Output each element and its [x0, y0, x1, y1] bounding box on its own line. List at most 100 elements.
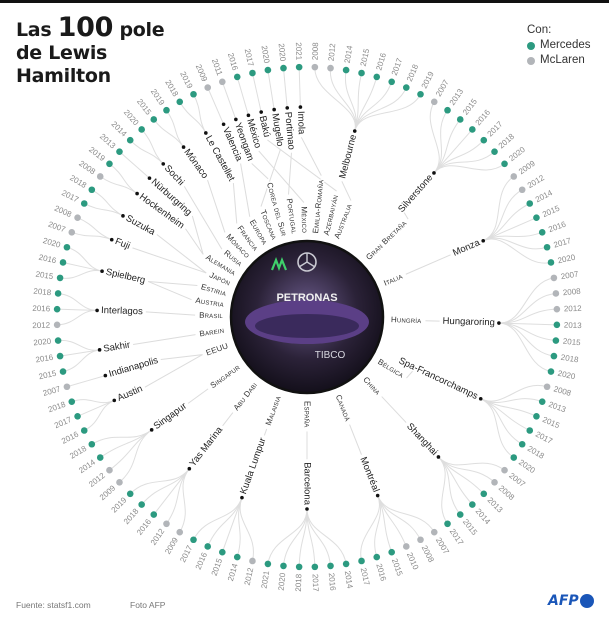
circuit-label: Indianapolis — [108, 355, 160, 380]
year-label: 2020 — [557, 253, 577, 266]
year-label: 2015 — [390, 557, 405, 577]
country-label: China — [361, 375, 382, 397]
year-label: 2014 — [343, 44, 355, 64]
pole-dot-mercedes — [163, 106, 170, 114]
pole-dot-mercedes — [491, 148, 498, 155]
year-label: 2015 — [38, 369, 58, 382]
pole-dot-mercedes — [204, 543, 212, 550]
country-label: Canadá — [334, 393, 353, 422]
year-label: 2010 — [405, 551, 421, 571]
year-label: 2014 — [474, 507, 493, 527]
branch-line — [66, 375, 106, 388]
year-label: 2013 — [547, 400, 567, 415]
year-label: 2017 — [53, 415, 73, 431]
pole-dot-mercedes — [190, 90, 197, 98]
pole-dot-mclaren — [74, 214, 81, 222]
year-label: 2013 — [486, 496, 505, 515]
year-label: 2012 — [32, 321, 51, 331]
branch-line — [153, 119, 184, 148]
country-link-line — [222, 412, 234, 427]
pole-dot-mercedes — [150, 116, 158, 123]
country-label: Gran Bretaña — [364, 219, 408, 262]
pole-dot-mercedes — [311, 563, 319, 571]
country-link-line — [207, 179, 226, 233]
branch-line — [166, 468, 190, 525]
helmet-photo: PETRONAS TIBCO — [231, 241, 383, 393]
year-label: 2014 — [534, 188, 554, 204]
country-link-line — [258, 150, 305, 203]
branch-line — [166, 109, 184, 148]
year-label: 2014 — [77, 457, 97, 475]
branch-line — [480, 398, 543, 403]
year-label: 2007 — [434, 78, 451, 98]
pole-dot-mercedes — [373, 553, 381, 561]
pole-dot-mclaren — [327, 64, 334, 72]
country-label: Barein — [199, 326, 225, 339]
pole-dot-mercedes — [533, 214, 540, 222]
pole-dot-mercedes — [56, 274, 64, 282]
year-label: 2008 — [553, 384, 573, 398]
pole-dot-mercedes — [190, 536, 197, 544]
pole-dot-mclaren — [63, 383, 71, 391]
circuit-label: Sakhir — [103, 340, 131, 355]
branch-line — [71, 231, 112, 241]
pole-dot-mclaren — [491, 479, 498, 486]
pole-dot-mercedes — [126, 136, 134, 144]
branch-line — [153, 468, 190, 515]
country-link-line — [160, 354, 203, 360]
pole-dot-mercedes — [59, 259, 67, 266]
country-label: Abu Dabi — [232, 381, 259, 413]
country-link-line — [288, 152, 292, 195]
branch-line — [429, 101, 440, 174]
pole-dot-mclaren — [249, 557, 256, 565]
page-title: Las 100 pole de Lewis Hamilton — [16, 14, 165, 88]
photo-ring — [229, 239, 385, 395]
country-label: Singapur — [209, 362, 242, 390]
branch-line — [59, 349, 100, 357]
year-label: 2017 — [178, 543, 194, 563]
country-label: Austria — [195, 296, 225, 309]
pole-dot-mercedes — [533, 412, 540, 420]
country-link-line — [349, 424, 362, 455]
pole-dot-mercedes — [547, 368, 555, 375]
year-label: 2018 — [294, 573, 304, 592]
branch-line — [306, 508, 347, 565]
country-label: España — [302, 401, 311, 427]
branch-line — [77, 217, 112, 241]
country-link-line — [300, 137, 322, 176]
branch-line — [84, 399, 115, 431]
circuit-node-dot — [285, 106, 290, 110]
pole-dot-mercedes — [68, 398, 76, 405]
country-label: Brasil — [199, 311, 223, 320]
circuit-node-dot — [240, 495, 244, 500]
pole-dot-mercedes — [469, 126, 476, 133]
pole-dot-mercedes — [373, 73, 381, 81]
circuit-label: Spielberg — [105, 267, 147, 286]
circuit-label: Austin — [116, 383, 145, 404]
circuit-label: Spa-Francorchamps — [397, 355, 480, 402]
pole-dot-mercedes — [96, 454, 104, 461]
pole-dots — [53, 63, 561, 571]
branch-line — [77, 399, 115, 417]
circuit-node-dot — [135, 191, 139, 196]
circuit-node-dot — [432, 171, 436, 175]
country-link-line — [405, 254, 451, 275]
pole-dot-mclaren — [430, 528, 438, 536]
pole-dot-mclaren — [204, 84, 212, 91]
year-label: 2012 — [149, 527, 167, 547]
year-label: 2020 — [507, 145, 527, 163]
branch-line — [207, 87, 225, 125]
country-link-line — [156, 234, 207, 274]
circuit-label: Monza — [451, 237, 482, 259]
pole-dot-mercedes — [176, 98, 184, 106]
branch-lines — [57, 67, 557, 567]
pole-dot-mercedes — [80, 427, 88, 434]
year-label: 2014 — [110, 120, 129, 139]
pole-dot-mercedes — [510, 454, 518, 461]
year-label: 2017 — [359, 567, 372, 587]
photo-credit: Foto AFP — [130, 600, 166, 610]
year-label: 2011 — [210, 57, 224, 77]
circuit-node-dot — [436, 455, 441, 459]
branch-line — [498, 277, 555, 324]
